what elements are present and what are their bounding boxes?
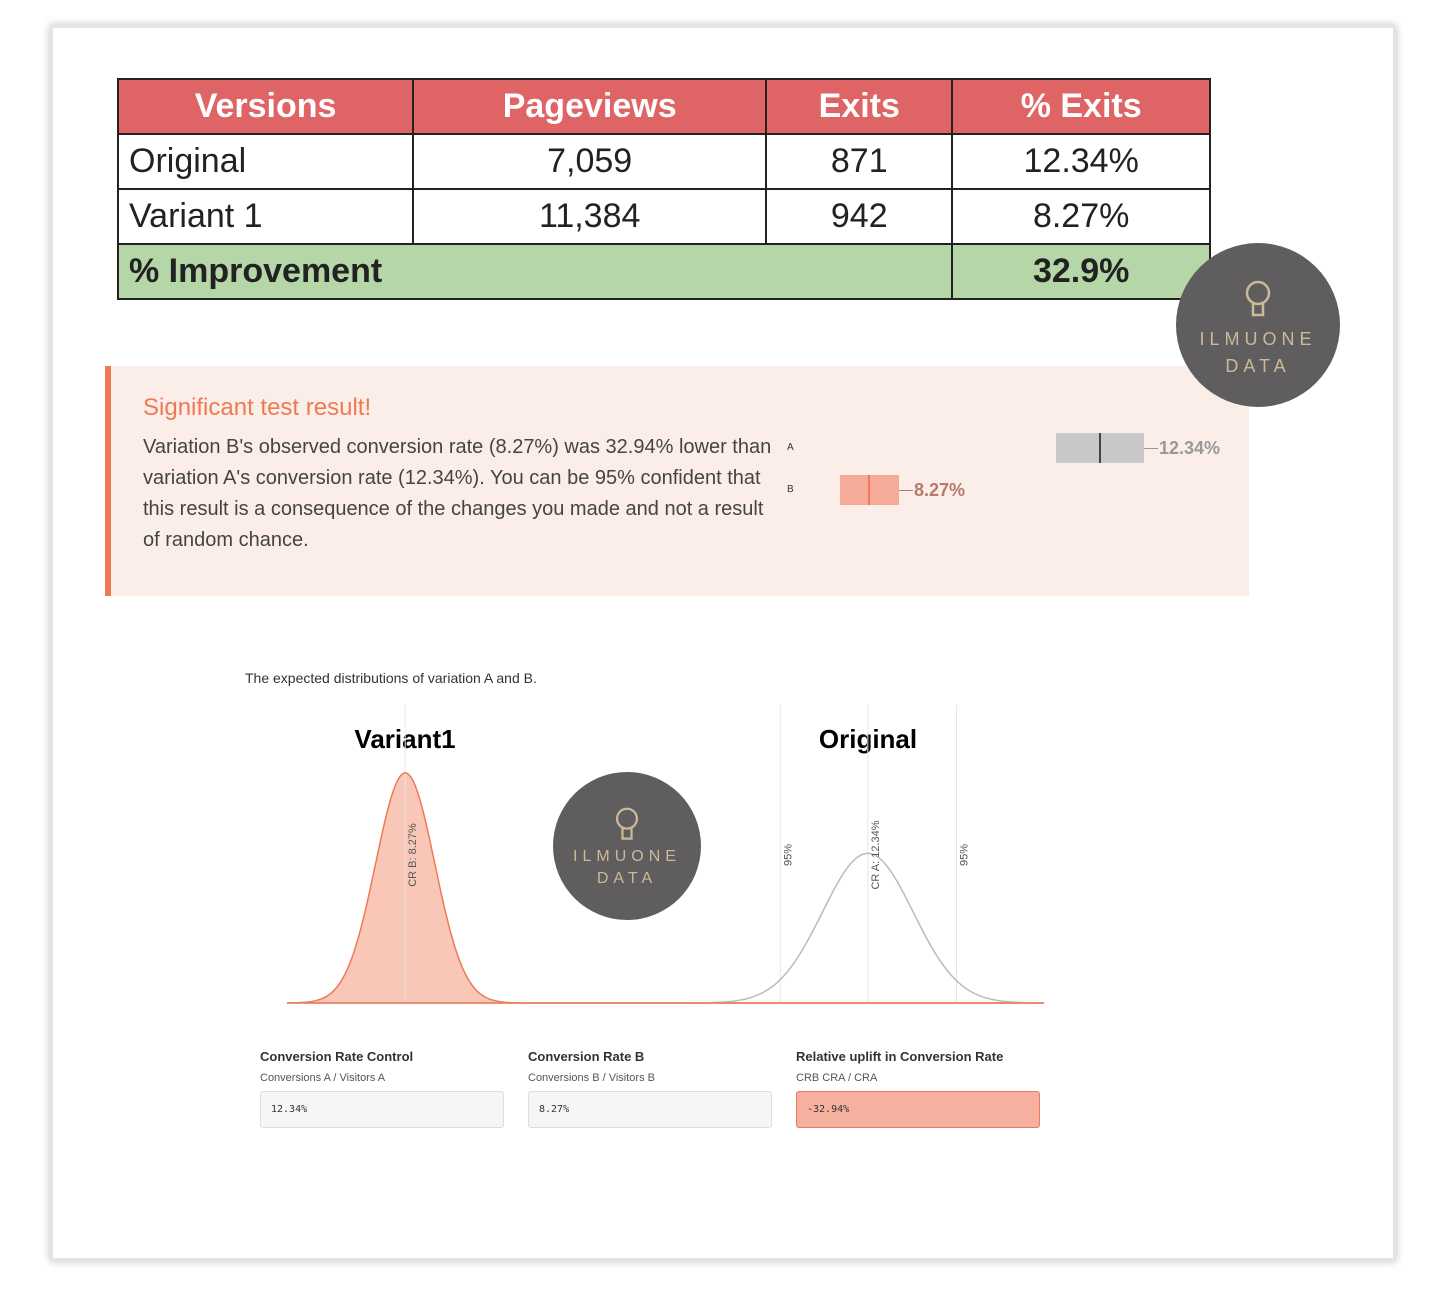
watermark-line2: DATA	[1225, 356, 1291, 376]
bar-value-b: 8.27%	[914, 480, 966, 500]
watermark-logo: ILMUONE DATA	[1176, 243, 1340, 407]
relative-uplift-input[interactable]: -32.94%	[796, 1091, 1040, 1128]
significance-alert: Significant test result! Variation B's o…	[105, 366, 1249, 596]
col-exits: Exits	[765, 78, 954, 135]
mean-label-1: CR A: 12.34%	[870, 820, 882, 889]
field-sub-uplift: CRB CRA / CRA	[796, 1072, 878, 1084]
interval-bar-a	[1056, 433, 1144, 463]
field-sub-b: Conversions B / Visitors B	[528, 1072, 655, 1084]
cell: 8.27%	[951, 188, 1211, 245]
cell: 871	[765, 133, 954, 190]
cell: 11,384	[412, 188, 768, 245]
table-row: Original 7,059 871 12.34%	[116, 133, 1211, 190]
chart-caption: The expected distributions of variation …	[245, 670, 537, 686]
watermark-line2: DATA	[596, 870, 658, 887]
table-row: Variant 1 11,384 942 8.27%	[116, 188, 1211, 245]
field-label-control: Conversion Rate Control	[260, 1049, 414, 1064]
conversion-rate-control-input[interactable]: 12.34%	[260, 1091, 504, 1128]
cell: 12.34%	[951, 133, 1211, 190]
col-pct-exits: % Exits	[951, 78, 1211, 135]
table-header-row: Versions Pageviews Exits % Exits	[116, 78, 1211, 135]
field-label-b: Conversion Rate B	[528, 1049, 645, 1064]
ci-lower-label: 95%	[782, 844, 794, 866]
lightbulb-icon	[615, 807, 639, 840]
bar-label-a: A	[787, 442, 794, 453]
lightbulb-icon	[1245, 280, 1271, 317]
field-label-uplift: Relative uplift in Conversion Rate	[796, 1049, 1004, 1064]
field-sub-control: Conversions A / Visitors A	[260, 1072, 386, 1084]
cell: Variant 1	[116, 188, 415, 245]
improvement-label: % Improvement	[116, 243, 954, 300]
cell: Original	[116, 133, 415, 190]
interval-bar-b	[840, 475, 899, 505]
mean-label-0: CR B: 8.27%	[407, 823, 419, 887]
col-pageviews: Pageviews	[412, 78, 768, 135]
watermark-line1: ILMUONE	[573, 848, 681, 865]
distribution-area-0	[287, 772, 1044, 1003]
results-table: Versions Pageviews Exits % Exits Origina…	[116, 78, 1211, 300]
cell: 942	[765, 188, 954, 245]
watermark-line1: ILMUONE	[1199, 329, 1317, 349]
col-versions: Versions	[116, 78, 415, 135]
ci-upper-label: 95%	[958, 844, 970, 866]
alert-body: Variation B's observed conversion rate (…	[143, 436, 772, 551]
conversion-rate-b-input[interactable]: 8.27%	[528, 1091, 772, 1128]
bar-label-b: B	[787, 484, 794, 495]
bar-value-a: 12.34%	[1159, 438, 1221, 458]
improvement-row: % Improvement 32.9%	[116, 243, 1211, 300]
cell: 7,059	[412, 133, 768, 190]
improvement-value: 32.9%	[951, 243, 1211, 300]
alert-title: Significant test result!	[143, 394, 372, 421]
watermark-logo: ILMUONE DATA	[553, 772, 701, 920]
